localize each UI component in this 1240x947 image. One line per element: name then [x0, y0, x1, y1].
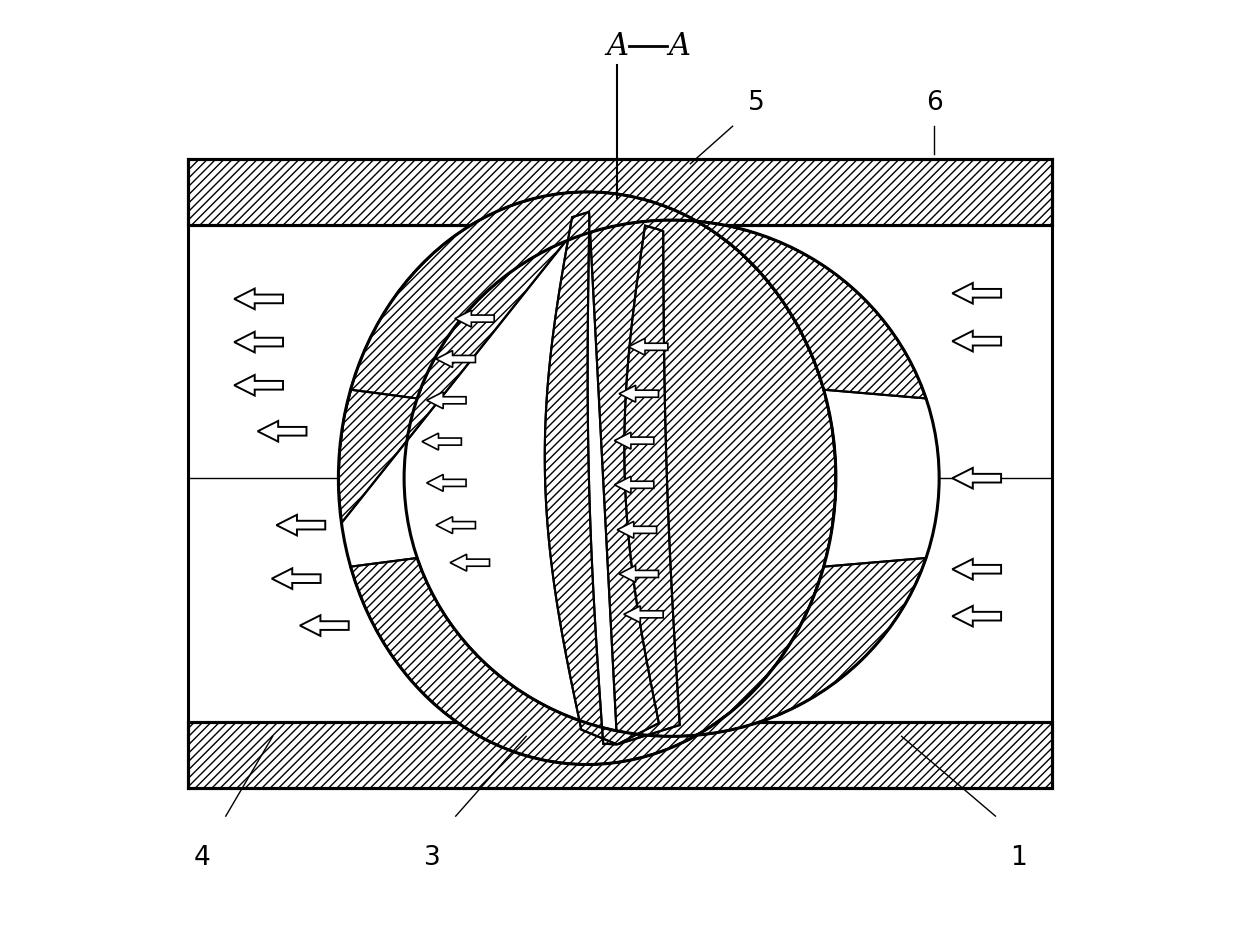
Polygon shape [455, 311, 495, 327]
Polygon shape [300, 616, 348, 635]
Polygon shape [618, 225, 680, 744]
Text: A: A [606, 31, 629, 62]
Polygon shape [351, 192, 926, 399]
Polygon shape [351, 558, 926, 764]
Polygon shape [588, 192, 836, 523]
Polygon shape [544, 212, 618, 744]
Polygon shape [422, 433, 461, 450]
Ellipse shape [404, 220, 939, 737]
Text: A: A [668, 31, 691, 62]
Polygon shape [436, 517, 475, 533]
Polygon shape [952, 331, 1001, 351]
Polygon shape [952, 283, 1001, 304]
Polygon shape [234, 289, 283, 310]
Text: 3: 3 [424, 846, 440, 871]
Polygon shape [277, 515, 325, 535]
Polygon shape [614, 476, 653, 493]
Polygon shape [427, 392, 466, 409]
Polygon shape [450, 554, 490, 571]
Polygon shape [618, 522, 657, 538]
Polygon shape [427, 474, 466, 491]
Polygon shape [436, 350, 475, 367]
Polygon shape [952, 606, 1001, 627]
Text: 4: 4 [193, 846, 211, 871]
Polygon shape [188, 159, 1052, 224]
Polygon shape [624, 606, 663, 623]
Polygon shape [619, 565, 658, 582]
Polygon shape [258, 420, 306, 441]
Text: 6: 6 [926, 90, 942, 116]
Polygon shape [188, 723, 1052, 788]
Polygon shape [619, 385, 658, 402]
Polygon shape [614, 432, 653, 449]
Polygon shape [234, 375, 283, 396]
Polygon shape [272, 568, 321, 589]
Polygon shape [952, 559, 1001, 580]
Polygon shape [629, 338, 668, 355]
Text: 1: 1 [1011, 846, 1027, 871]
Text: 5: 5 [748, 90, 765, 116]
Ellipse shape [339, 192, 836, 764]
Polygon shape [952, 468, 1001, 489]
Polygon shape [234, 331, 283, 352]
Polygon shape [339, 192, 836, 764]
